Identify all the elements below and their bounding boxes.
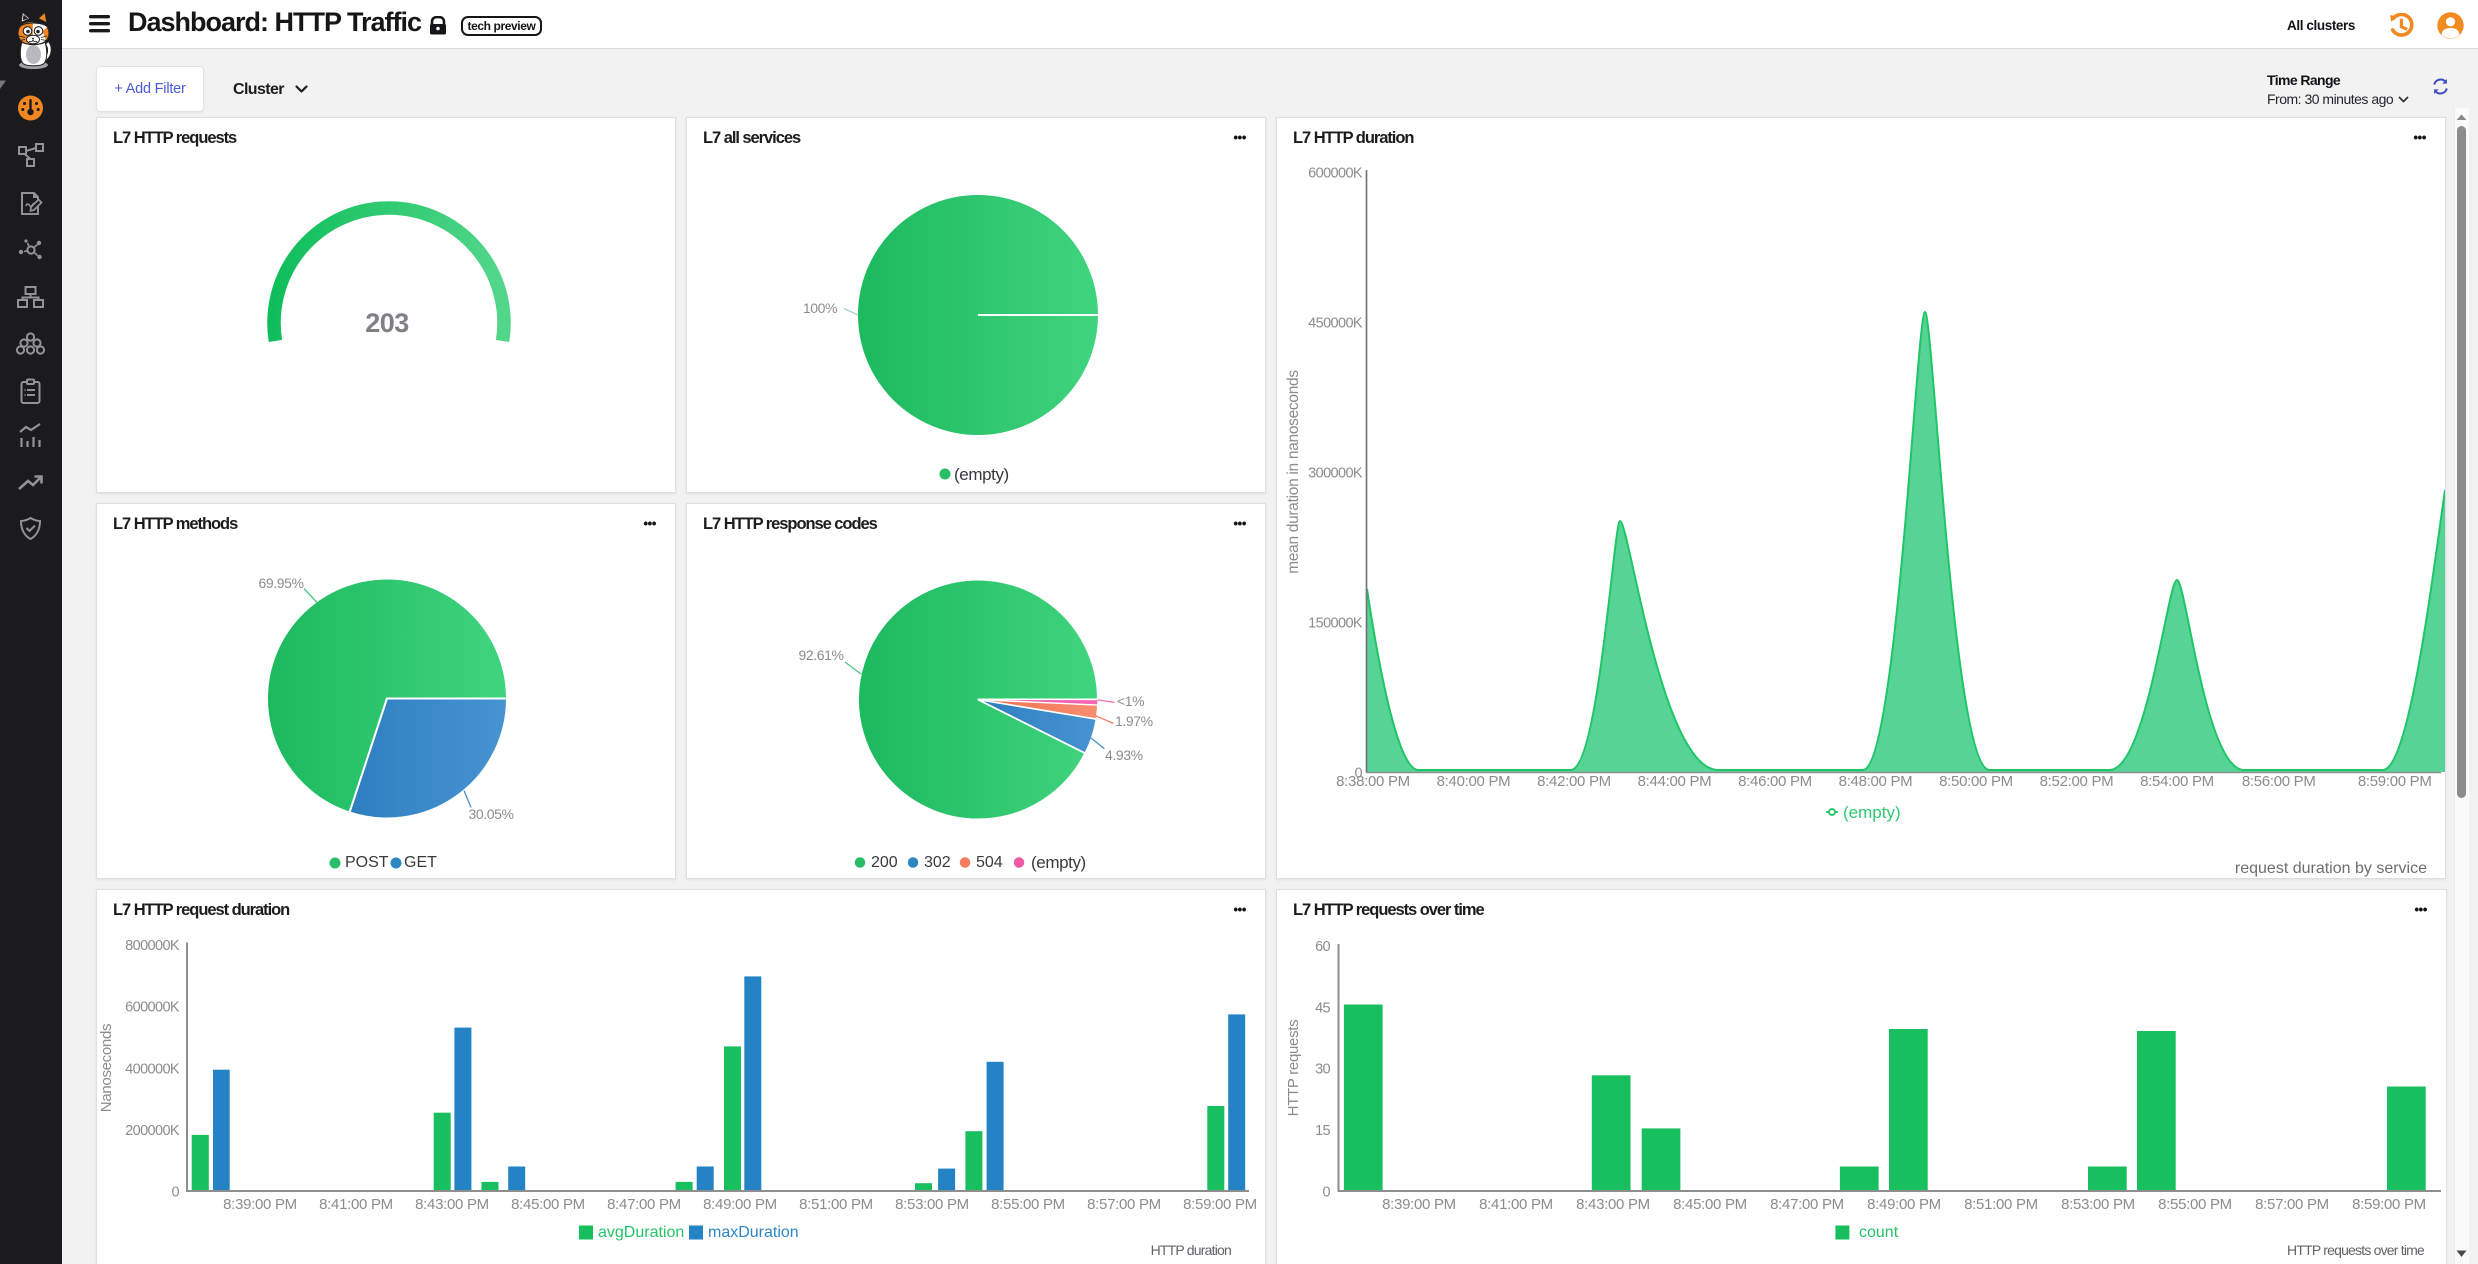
svg-text:8:42:00 PM: 8:42:00 PM — [1537, 773, 1611, 790]
svg-text:8:39:00 PM: 8:39:00 PM — [223, 1196, 297, 1213]
svg-text:8:47:00 PM: 8:47:00 PM — [607, 1196, 681, 1213]
svg-text:8:57:00 PM: 8:57:00 PM — [2255, 1196, 2329, 1213]
svg-text:8:56:00 PM: 8:56:00 PM — [2242, 773, 2316, 790]
svg-text:8:55:00 PM: 8:55:00 PM — [2158, 1196, 2232, 1213]
svg-text:60: 60 — [1315, 939, 1330, 955]
svg-text:8:59:00 PM: 8:59:00 PM — [2352, 1196, 2426, 1213]
svg-text:8:45:00 PM: 8:45:00 PM — [1673, 1196, 1747, 1213]
svg-text:8:59:00 PM: 8:59:00 PM — [1183, 1196, 1257, 1213]
svg-text:8:41:00 PM: 8:41:00 PM — [1479, 1196, 1553, 1213]
svg-text:8:53:00 PM: 8:53:00 PM — [2061, 1196, 2135, 1213]
svg-text:8:49:00 PM: 8:49:00 PM — [1867, 1196, 1941, 1213]
svg-text:8:57:00 PM: 8:57:00 PM — [1087, 1196, 1161, 1213]
svg-text:8:40:00 PM: 8:40:00 PM — [1437, 773, 1511, 790]
svg-text:mean duration in nanoseconds: mean duration in nanoseconds — [1285, 370, 1302, 574]
svg-text:800000K: 800000K — [125, 938, 180, 954]
svg-text:8:59:00 PM: 8:59:00 PM — [2358, 773, 2432, 790]
svg-text:8:50:00 PM: 8:50:00 PM — [1939, 773, 2013, 790]
svg-text:8:49:00 PM: 8:49:00 PM — [703, 1196, 777, 1213]
svg-text:8:45:00 PM: 8:45:00 PM — [511, 1196, 585, 1213]
svg-text:8:51:00 PM: 8:51:00 PM — [1964, 1196, 2038, 1213]
svg-text:8:47:00 PM: 8:47:00 PM — [1770, 1196, 1844, 1213]
svg-text:600000K: 600000K — [125, 999, 180, 1015]
svg-text:HTTP requests: HTTP requests — [1285, 1019, 1302, 1116]
svg-text:8:52:00 PM: 8:52:00 PM — [2040, 773, 2114, 790]
svg-text:8:46:00 PM: 8:46:00 PM — [1738, 773, 1812, 790]
svg-text:8:55:00 PM: 8:55:00 PM — [991, 1196, 1065, 1213]
svg-text:0: 0 — [1355, 765, 1363, 781]
svg-text:30: 30 — [1315, 1061, 1330, 1077]
svg-text:8:53:00 PM: 8:53:00 PM — [895, 1196, 969, 1213]
svg-text:8:39:00 PM: 8:39:00 PM — [1382, 1196, 1456, 1213]
svg-text:8:48:00 PM: 8:48:00 PM — [1839, 773, 1913, 790]
svg-text:8:51:00 PM: 8:51:00 PM — [799, 1196, 873, 1213]
svg-text:400000K: 400000K — [125, 1061, 180, 1077]
svg-text:8:54:00 PM: 8:54:00 PM — [2140, 773, 2214, 790]
svg-text:8:41:00 PM: 8:41:00 PM — [319, 1196, 393, 1213]
svg-text:15: 15 — [1315, 1123, 1330, 1139]
svg-text:45: 45 — [1315, 1000, 1330, 1016]
svg-text:Nanoseconds: Nanoseconds — [98, 1023, 115, 1111]
svg-text:450000K: 450000K — [1308, 315, 1363, 331]
svg-text:150000K: 150000K — [1308, 615, 1363, 631]
svg-text:8:38:00 PM: 8:38:00 PM — [1336, 773, 1410, 790]
svg-text:8:43:00 PM: 8:43:00 PM — [1576, 1196, 1650, 1213]
svg-text:600000K: 600000K — [1308, 165, 1363, 181]
svg-text:200000K: 200000K — [125, 1122, 180, 1138]
svg-text:300000K: 300000K — [1308, 465, 1363, 481]
svg-text:0: 0 — [172, 1184, 180, 1200]
svg-text:8:43:00 PM: 8:43:00 PM — [415, 1196, 489, 1213]
svg-text:0: 0 — [1323, 1184, 1331, 1200]
svg-text:8:44:00 PM: 8:44:00 PM — [1638, 773, 1712, 790]
